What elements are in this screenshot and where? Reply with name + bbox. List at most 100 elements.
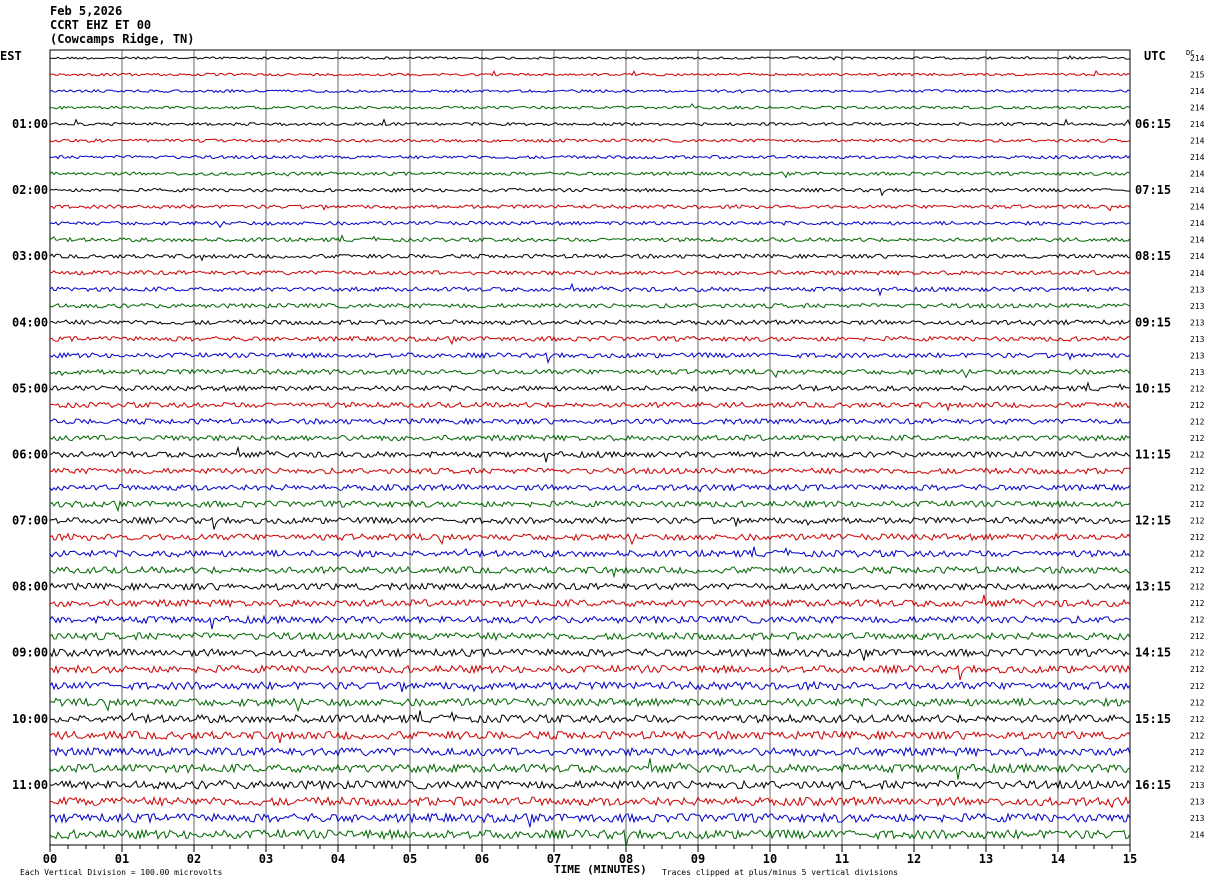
dc-offset-label: 212 [1190, 384, 1205, 393]
seismic-trace [49, 203, 1131, 212]
dc-offset-label: 214 [1190, 54, 1205, 63]
dc-offset-label: 214 [1190, 203, 1205, 212]
right-hour-label: 08:15 [1135, 249, 1171, 263]
dc-offset-label: 212 [1190, 467, 1205, 476]
seismic-trace [49, 434, 1131, 442]
x-tick-label: 15 [1123, 852, 1137, 866]
seismic-trace [49, 118, 1131, 127]
seismic-trace [49, 351, 1131, 365]
left-timezone-label: EST [0, 49, 22, 63]
x-tick-label: 10 [763, 852, 777, 866]
seismic-trace [49, 319, 1131, 327]
dc-offset-label: 215 [1190, 71, 1205, 80]
dc-offset-label: 212 [1190, 550, 1205, 559]
seismic-trace [49, 220, 1131, 229]
seismic-trace [49, 532, 1131, 546]
dc-offset-label: 212 [1190, 616, 1205, 625]
seismic-trace [49, 302, 1131, 309]
dc-label: DC [1186, 49, 1195, 57]
seismic-trace [49, 69, 1131, 77]
dc-offset-label: 213 [1190, 797, 1205, 806]
dc-offset-label: 212 [1190, 698, 1205, 707]
dc-offset-label: 213 [1190, 302, 1205, 311]
dc-offset-label: 212 [1190, 583, 1205, 592]
dc-offset-label: 212 [1190, 632, 1205, 641]
right-hour-label: 15:15 [1135, 712, 1171, 726]
seismic-trace [49, 445, 1131, 463]
dc-offset-label: 214 [1190, 219, 1205, 228]
dc-offset-label: 214 [1190, 153, 1205, 162]
seismic-trace [49, 253, 1131, 262]
dc-offset-label: 214 [1190, 137, 1205, 146]
seismic-trace [49, 483, 1131, 493]
seismic-trace [49, 154, 1131, 160]
seismic-trace [49, 631, 1131, 642]
right-hour-label: 11:15 [1135, 447, 1171, 461]
right-hour-label: 09:15 [1135, 315, 1171, 329]
dc-offset-label: 213 [1190, 351, 1205, 360]
x-tick-label: 05 [403, 852, 417, 866]
seismic-trace [49, 594, 1131, 609]
clip-note: Traces clipped at plus/minus 5 vertical … [662, 868, 899, 877]
dc-offset-label: 212 [1190, 517, 1205, 526]
seismic-trace [49, 795, 1131, 809]
seismic-trace [49, 758, 1131, 780]
left-hour-label: 06:00 [12, 447, 48, 461]
dc-offset-label: 212 [1190, 649, 1205, 658]
dc-offset-label: 214 [1190, 252, 1205, 261]
dc-offset-label: 214 [1190, 830, 1205, 839]
seismic-trace [49, 499, 1131, 513]
dc-offset-label: 212 [1190, 764, 1205, 773]
seismic-trace [49, 103, 1131, 110]
dc-offset-label: 214 [1190, 236, 1205, 245]
seismic-trace [49, 381, 1131, 393]
right-hour-label: 10:15 [1135, 381, 1171, 395]
seismic-trace [49, 466, 1131, 476]
right-hour-label: 13:15 [1135, 580, 1171, 594]
dc-offset-label: 212 [1190, 682, 1205, 691]
seismic-trace [49, 663, 1131, 681]
x-tick-label: 13 [979, 852, 993, 866]
x-axis-title: TIME (MINUTES) [554, 863, 647, 876]
dc-offset-label: 212 [1190, 450, 1205, 459]
dc-offset-label: 212 [1190, 401, 1205, 410]
seismic-trace [49, 401, 1131, 412]
left-hour-label: 05:00 [12, 381, 48, 395]
dc-offset-label: 212 [1190, 533, 1205, 542]
dc-offset-label: 214 [1190, 120, 1205, 129]
x-tick-label: 07 [547, 852, 561, 866]
x-tick-label: 04 [331, 852, 345, 866]
right-hour-label: 12:15 [1135, 514, 1171, 528]
station-header: Feb 5,2026 CCRT EHZ ET 00 (Cowcamps Ridg… [50, 4, 195, 46]
dc-offset-label: 213 [1190, 285, 1205, 294]
seismic-trace [49, 171, 1131, 179]
left-hour-label: 02:00 [12, 183, 48, 197]
plot-frame [49, 49, 1131, 846]
left-hour-label: 10:00 [12, 712, 48, 726]
seismic-trace [49, 581, 1131, 592]
x-tick-label: 14 [1051, 852, 1065, 866]
seismic-trace [49, 269, 1131, 276]
seismic-trace [49, 647, 1131, 661]
seismic-trace [49, 335, 1131, 346]
left-hour-label: 07:00 [12, 514, 48, 528]
seismic-trace [49, 811, 1131, 828]
left-hour-label: 08:00 [12, 580, 48, 594]
dc-offset-label: 212 [1190, 566, 1205, 575]
right-hour-label: 06:15 [1135, 117, 1171, 131]
dc-offset-label: 212 [1190, 484, 1205, 493]
seismic-trace [49, 516, 1131, 530]
left-hour-label: 11:00 [12, 778, 48, 792]
dc-offset-label: 214 [1190, 170, 1205, 179]
dc-offset-label: 212 [1190, 731, 1205, 740]
seismic-trace [49, 282, 1131, 297]
dc-offset-label: 212 [1190, 715, 1205, 724]
dc-offset-label: 214 [1190, 87, 1205, 96]
scale-note: Each Vertical Division = 100.00 microvol… [20, 868, 223, 877]
right-hour-label: 16:15 [1135, 778, 1171, 792]
dc-offset-label: 212 [1190, 434, 1205, 443]
seismic-trace [49, 54, 1131, 61]
right-hour-label: 14:15 [1135, 646, 1171, 660]
dc-offset-label: 213 [1190, 368, 1205, 377]
x-tick-label: 11 [835, 852, 849, 866]
